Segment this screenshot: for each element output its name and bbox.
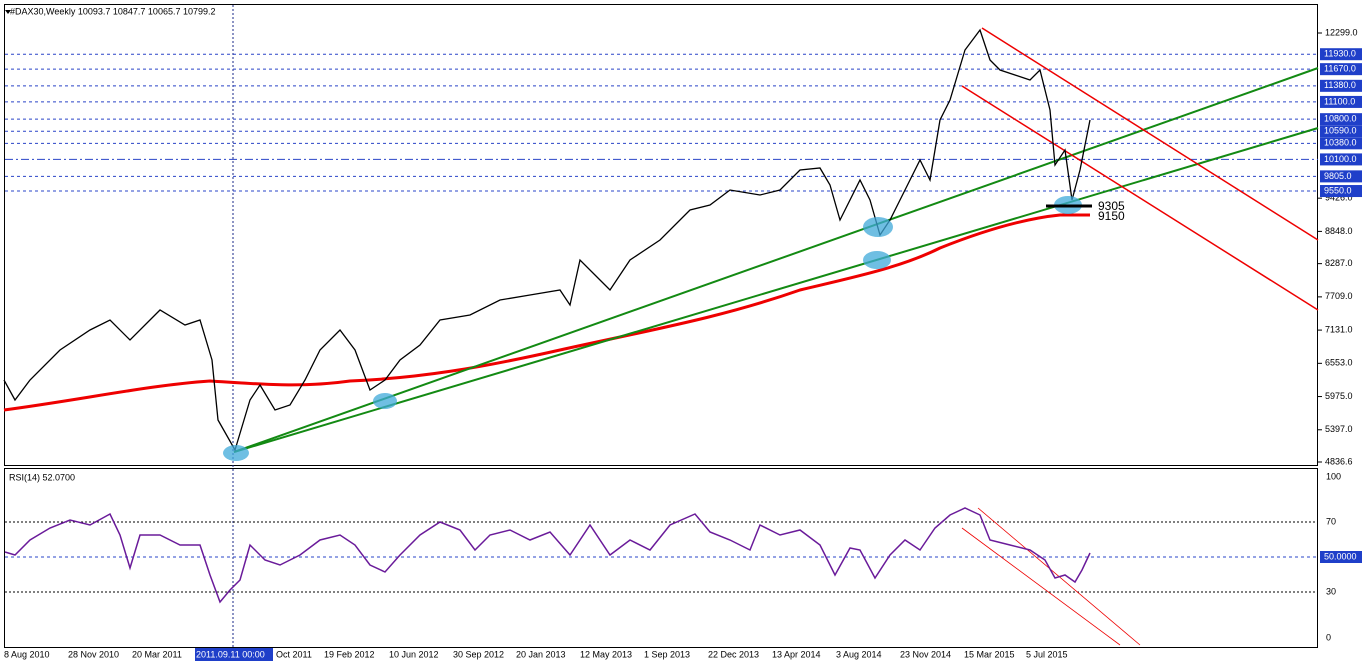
time-label: 1 Sep 2013 [644,649,690,659]
annotation: 9150 [1098,209,1125,223]
price-level-label: 10100.0 [1324,154,1357,164]
time-label: 8 Aug 2010 [4,649,50,659]
highlight [373,393,397,409]
price-level-box [1320,95,1362,108]
price-label: 9426.0 [1325,193,1353,203]
rsi-level-label: 50.0000 [1324,551,1357,561]
price-label: 6553.0 [1325,358,1353,368]
trend-line [233,67,1319,453]
time-label: Oct 2011 [276,649,312,659]
price-series [3,28,1091,452]
price-label: 4836.6 [1325,456,1353,466]
price-panel [4,4,1318,466]
price-level-label: 11380.0 [1324,80,1356,90]
price-level-box [1320,185,1362,198]
price-level-label: 9550.0 [1324,185,1352,195]
price-level-box [1320,170,1362,183]
rsi-label: 0 [1326,632,1331,642]
rsi-label: 70 [1326,516,1336,526]
price-level-label: 10590.0 [1324,126,1357,136]
price-level-label: 10800.0 [1324,114,1357,124]
time-label: 2011.09.11 00:00 [196,649,265,659]
time-label: 13 Apr 2014 [772,649,821,659]
price-label: 7709.0 [1325,291,1353,301]
time-label: 15 Mar 2015 [964,649,1015,659]
highlight [863,251,891,269]
price-level-box [1320,63,1362,76]
price-level-label: 11670.0 [1324,64,1356,74]
price-label: 5397.0 [1325,424,1353,434]
menu-arrow [5,10,11,14]
price-level-box [1320,79,1362,92]
time-label: 23 Nov 2014 [900,649,951,659]
time-label: 5 Jul 2015 [1026,649,1068,659]
channel-line [961,85,1319,311]
price-label: 12299.0 [1325,27,1358,37]
time-label: 19 Feb 2012 [324,649,375,659]
time-label: 30 Sep 2012 [453,649,504,659]
moving-average [3,213,1090,412]
chart-header: #DAX30,Weekly 10093.7 10847.7 10065.7 10… [10,6,216,16]
rsi-level-box [1320,551,1362,563]
rsi-label: 30 [1326,586,1336,596]
rsi-channel [961,527,1121,646]
rsi-panel [4,468,1318,648]
price-level-label: 10380.0 [1324,138,1357,148]
time-label: 28 Nov 2010 [68,649,119,659]
time-label: 20 Jan 2013 [516,649,566,659]
price-level-box [1320,153,1362,166]
rsi-header: RSI(14) 52.0700 [9,472,75,482]
time-label: 3 Aug 2014 [836,649,882,659]
time-label: 10 Jun 2012 [389,649,439,659]
time-cursor-box [195,648,273,661]
price-level-box [1320,113,1362,126]
price-label: 5975.0 [1325,391,1353,401]
time-label: 20 Mar 2011 [132,649,182,659]
highlight [863,217,893,237]
price-label: 8848.0 [1325,226,1353,236]
price-level-box [1320,48,1362,61]
price-level-box [1320,137,1362,150]
price-level-label: 9805.0 [1324,171,1352,181]
rsi-series [4,507,1091,604]
price-label: 7131.0 [1325,324,1353,334]
channel-line [981,27,1319,241]
annotation: 9305 [1098,199,1125,213]
highlight [223,445,249,461]
rsi-label: 100 [1326,471,1341,481]
price-level-label: 11930.0 [1324,49,1356,59]
price-label: 8287.0 [1325,258,1353,268]
time-label: 22 Dec 2013 [708,649,759,659]
price-level-label: 11100.0 [1324,96,1355,106]
trend-line [233,127,1319,453]
time-label: 12 May 2013 [580,649,632,659]
price-level-box [1320,125,1362,138]
